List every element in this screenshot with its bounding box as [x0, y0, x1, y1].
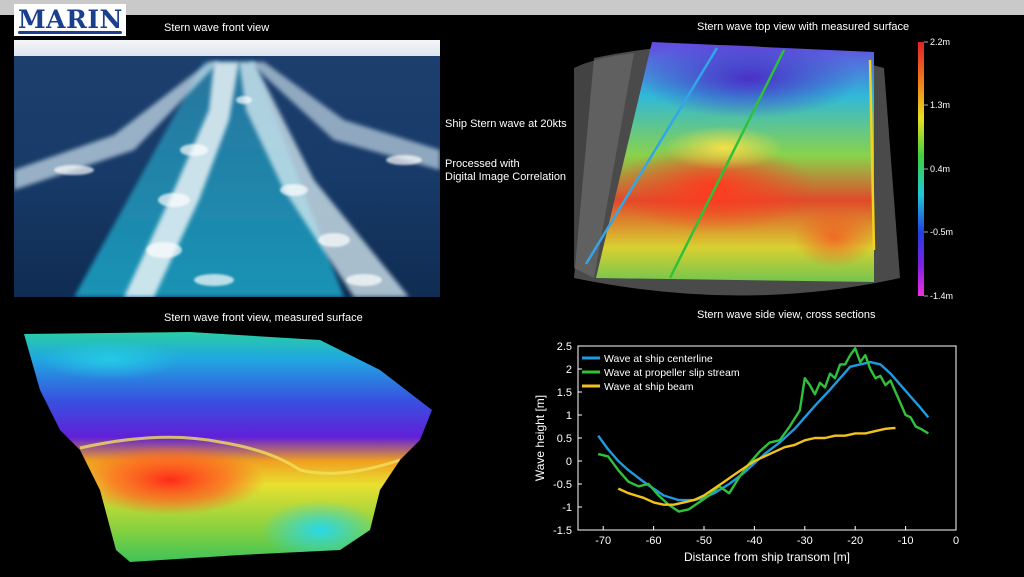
y-axis-label: Wave height [m] [533, 395, 547, 481]
top-bar [0, 0, 1024, 15]
x-tick-label: -60 [646, 535, 662, 547]
x-tick-label: -50 [696, 535, 712, 547]
colorbar-label: 0.4m [930, 164, 950, 174]
y-tick-label: 1 [566, 410, 572, 422]
series-line [597, 347, 929, 513]
logo-text: MARIN [18, 5, 123, 34]
x-tick-label: -40 [746, 535, 762, 547]
x-tick-label: -20 [847, 535, 863, 547]
colorbar-label: -1.4m [930, 291, 953, 301]
note-processed: Processed with [445, 158, 520, 170]
x-tick-label: -30 [797, 535, 813, 547]
colorbar-label: 1.3m [930, 100, 950, 110]
beam-cut [868, 59, 876, 251]
cross-section-chart: -70 -60 -50 -40 -30 -20 -10 0 -1.5 -1 -0.5 0 0.5 1 1.5… [533, 341, 959, 564]
y-tick-label: -1 [562, 502, 572, 514]
logo-wave [18, 31, 122, 34]
legend-label: Wave at propeller slip stream [604, 367, 740, 379]
slipstream-cut [668, 49, 786, 279]
note-speed: Ship Stern wave at 20kts [445, 118, 567, 130]
y-tick-label: -1.5 [553, 525, 572, 537]
y-tick-label: 2 [566, 364, 572, 376]
marin-logo: MARIN [14, 4, 126, 36]
caption-front-surface: Stern wave front view, measured surface [164, 312, 363, 324]
note-method: Digital Image Correlation [445, 171, 567, 183]
caption-front-photo: Stern wave front view [164, 22, 270, 34]
legend-label: Wave at ship centerline [604, 353, 713, 365]
x-axis-label: Distance from ship transom [m] [684, 550, 850, 564]
x-tick-label: -10 [898, 535, 914, 547]
colorbar: 2.2m 1.3m 0.4m -0.5m -1.4m [918, 38, 953, 301]
stern-wave-photo [14, 40, 440, 297]
chart-axes: -70 -60 -50 -40 -30 -20 -10 0 -1.5 -1 -0.5 0 0.5 1 1.5… [533, 341, 959, 564]
legend-label: Wave at ship beam [604, 381, 694, 393]
colorbar-label: 2.2m [930, 38, 950, 47]
y-tick-label: 2.5 [557, 341, 572, 353]
y-tick-label: 0.5 [557, 433, 572, 445]
centerline-cut [584, 47, 719, 265]
front-surface-3d [24, 332, 432, 562]
y-tick-label: 1.5 [557, 387, 572, 399]
chart-legend: Wave at ship centerline Wave at propeller… [582, 353, 740, 393]
x-tick-label: 0 [953, 535, 959, 547]
caption-top-view: Stern wave top view with measured surfac… [697, 21, 910, 33]
y-tick-label: 0 [566, 456, 572, 468]
y-tick-label: -0.5 [553, 479, 572, 491]
chart-lines [597, 347, 930, 513]
x-tick-label: -70 [595, 535, 611, 547]
colorbar-label: -0.5m [930, 227, 953, 237]
top-view-surface [574, 42, 900, 296]
caption-side-view: Stern wave side view, cross sections [697, 309, 876, 321]
series-line [617, 426, 896, 506]
